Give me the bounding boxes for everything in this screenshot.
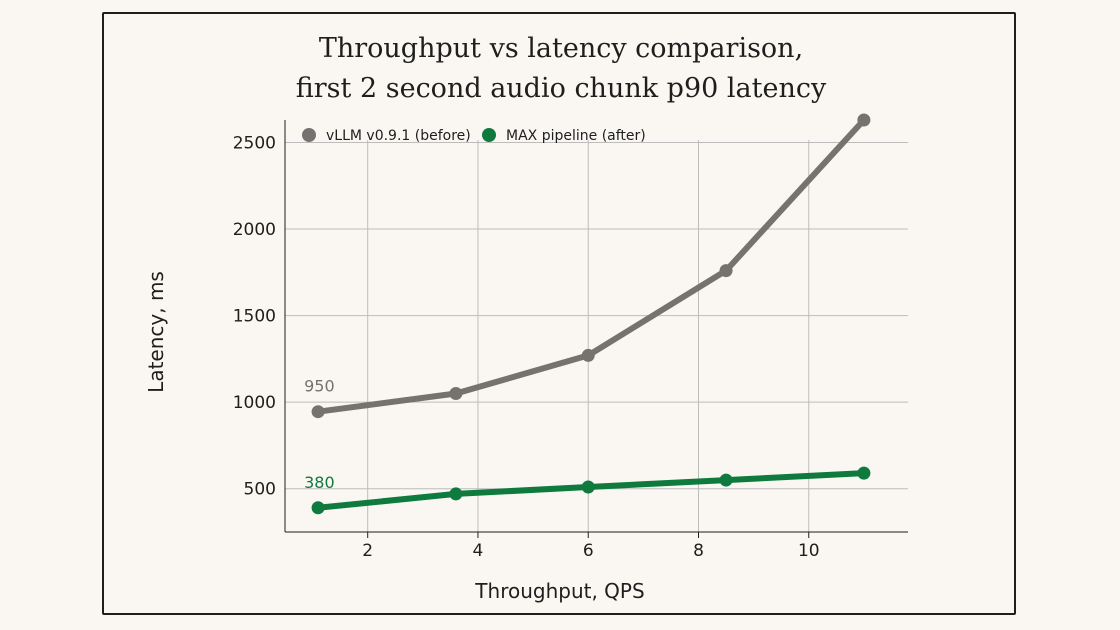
legend-swatch-vllm: [302, 128, 316, 142]
legend-swatch-max: [482, 128, 496, 142]
data-point: [857, 466, 871, 480]
y-tick-label: 1000: [233, 393, 276, 413]
data-point: [581, 480, 595, 494]
x-tick-label: 4: [473, 541, 484, 561]
chart-subtitle: first 2 second audio chunk p90 latency: [296, 73, 827, 104]
y-tick-label: 2500: [233, 134, 276, 154]
series: 950 380: [304, 113, 871, 515]
legend: vLLM v0.9.1 (before) MAX pipeline (after…: [302, 128, 646, 144]
x-tick-label: 6: [583, 541, 594, 561]
chart-frame: [102, 12, 1016, 615]
x-tick-label: 2: [362, 541, 373, 561]
y-tick-label: 500: [244, 480, 276, 500]
data-point: [311, 501, 325, 515]
data-point: [581, 348, 595, 362]
x-tick-label: 10: [798, 541, 820, 561]
first-point-label: 380: [304, 473, 335, 492]
x-axis-label: Throughput, QPS: [474, 579, 644, 603]
data-point: [719, 264, 733, 278]
x-tick-label: 8: [693, 541, 704, 561]
y-tick-label: 1500: [233, 307, 276, 327]
data-point: [449, 487, 463, 501]
data-point: [857, 113, 871, 127]
chart-title: Throughput vs latency comparison,: [319, 33, 803, 64]
axes: [284, 120, 908, 533]
y-axis-label: Latency, ms: [144, 271, 168, 393]
first-point-label: 950: [304, 377, 335, 396]
data-point: [719, 473, 733, 487]
legend-label-max: MAX pipeline (after): [506, 128, 646, 144]
tick-labels: 2 4 6 8 10 500 1000 1500 2000 2500: [233, 134, 820, 561]
data-point: [449, 387, 463, 401]
data-point: [311, 405, 325, 419]
y-tick-label: 2000: [233, 220, 276, 240]
legend-label-vllm: vLLM v0.9.1 (before): [326, 128, 471, 144]
series-line-0: [315, 117, 867, 415]
